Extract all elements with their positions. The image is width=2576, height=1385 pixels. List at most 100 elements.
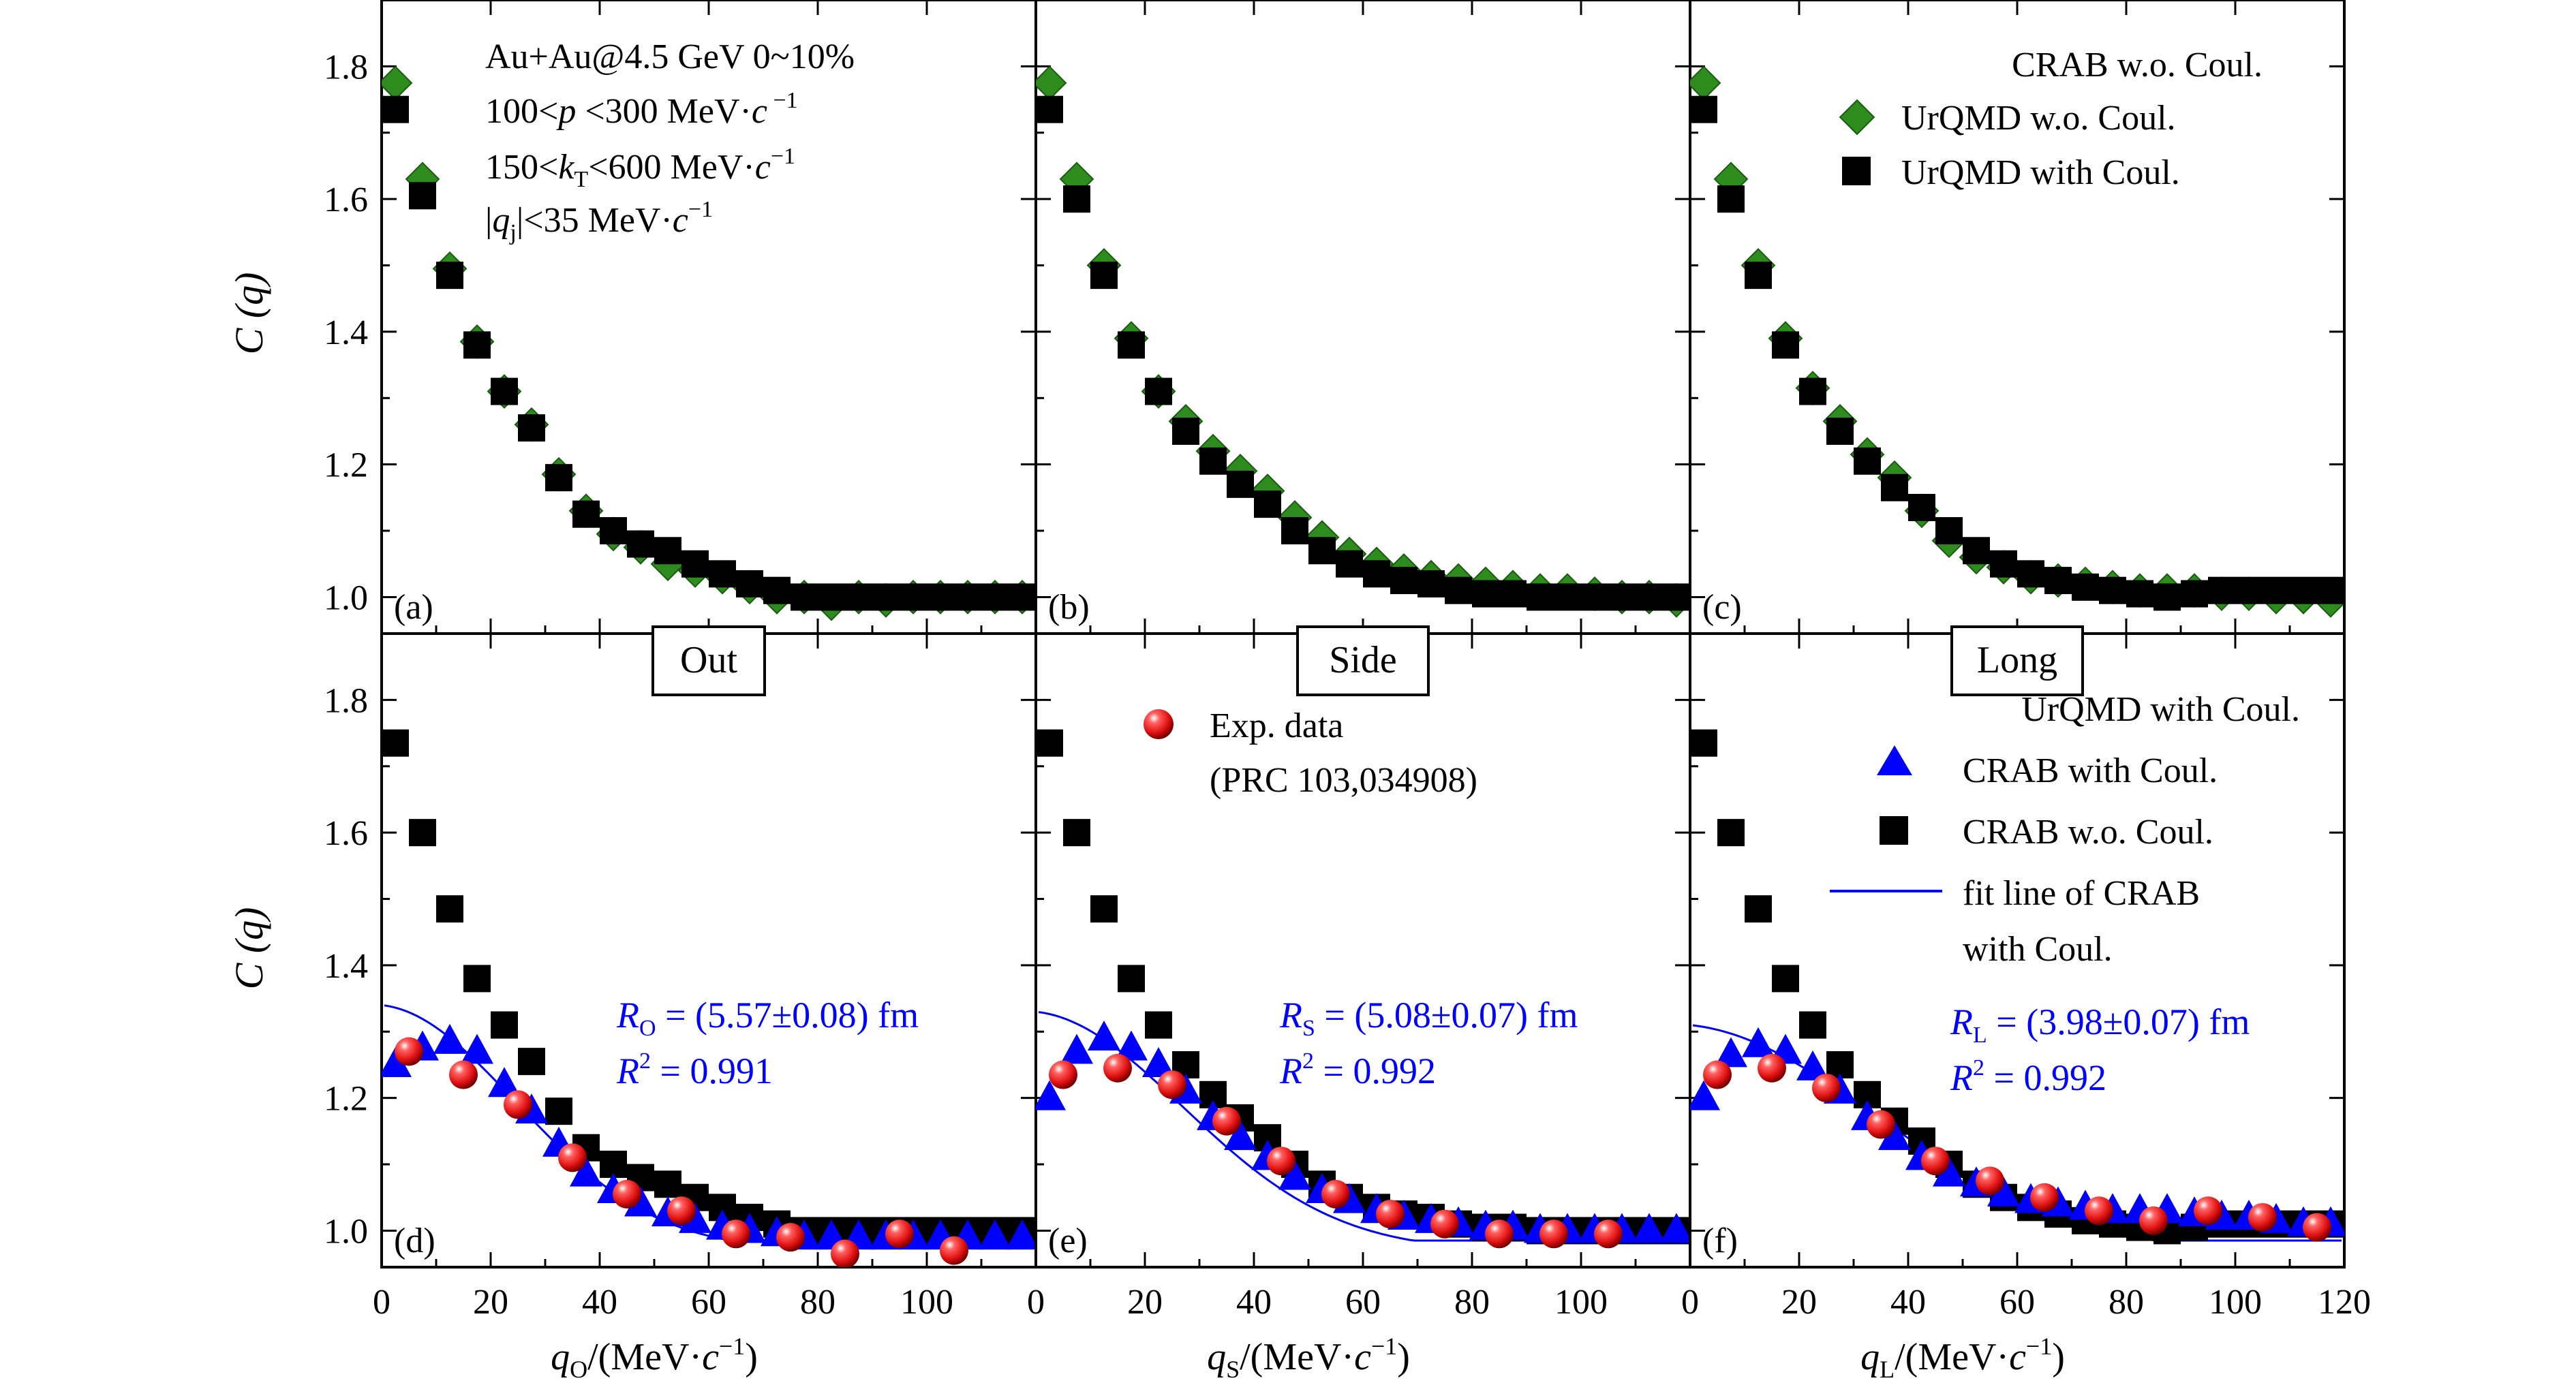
marker-triangle bbox=[1036, 1080, 1066, 1110]
marker-square bbox=[2208, 576, 2235, 604]
marker-triangle bbox=[1224, 1120, 1257, 1151]
marker-square bbox=[2072, 573, 2099, 601]
plot-area-e bbox=[1036, 729, 1690, 1249]
marker-square bbox=[791, 583, 818, 611]
marker-square bbox=[463, 965, 491, 993]
marker-square bbox=[2317, 576, 2344, 604]
marker-triangle bbox=[1690, 1080, 1720, 1110]
marker-square bbox=[1717, 819, 1745, 847]
marker-square bbox=[1745, 262, 1772, 290]
marker-triangle bbox=[679, 1202, 711, 1233]
marker-sphere bbox=[1594, 1219, 1623, 1249]
marker-square bbox=[2099, 576, 2126, 604]
marker-sphere bbox=[1376, 1200, 1405, 1229]
marker-square bbox=[654, 1170, 681, 1198]
marker-triangle bbox=[624, 1186, 657, 1217]
x-tick-label: 20 bbox=[473, 1283, 508, 1322]
marker-triangle bbox=[1006, 1219, 1036, 1250]
marker-square bbox=[2153, 583, 2181, 611]
marker-sphere bbox=[722, 1219, 750, 1249]
marker-square bbox=[845, 583, 872, 611]
marker-square bbox=[2235, 576, 2263, 604]
fit-r2-out: R2 = 0.991 bbox=[616, 1048, 773, 1091]
x-tick-label: 0 bbox=[1027, 1283, 1045, 1322]
marker-square bbox=[1336, 550, 1363, 578]
marker-square bbox=[2126, 580, 2153, 608]
panel-frame bbox=[380, 632, 1037, 1269]
panel-f: 0 20 40 60 80 100 120 (f) Long bbox=[1681, 625, 2371, 1322]
panel-a: 1.0 1.2 1.4 1.6 1.8 (a) bbox=[324, 0, 1037, 635]
y-tick-label: 1.6 bbox=[324, 814, 368, 853]
marker-sphere bbox=[449, 1060, 478, 1089]
marker-square bbox=[1308, 537, 1336, 565]
x-axis-title-side: qS/(MeV·c−1) bbox=[1207, 1333, 1410, 1383]
panel-frame bbox=[1034, 632, 1691, 1269]
top-legend-square-marker bbox=[1842, 157, 1871, 185]
marker-square bbox=[463, 331, 491, 359]
exp-legend-line1: Exp. data bbox=[1210, 706, 1343, 745]
marker-square bbox=[1145, 1011, 1172, 1039]
marker-square bbox=[572, 500, 600, 528]
fit-radius-long: RL = (3.98±0.07) fm bbox=[1950, 1001, 2250, 1048]
panel-label-e: (e) bbox=[1048, 1221, 1088, 1260]
marker-square bbox=[1199, 447, 1227, 475]
marker-triangle bbox=[1278, 1160, 1311, 1190]
x-tick-label: 60 bbox=[691, 1283, 726, 1322]
top-legend-urqmd-with: UrQMD with Coul. bbox=[1901, 153, 2180, 192]
marker-triangle bbox=[433, 1023, 466, 1054]
marker-square bbox=[1690, 95, 1717, 123]
x-axis-title-out: qO/(MeV·c−1) bbox=[551, 1333, 758, 1383]
x-tick-label: 40 bbox=[1890, 1283, 1926, 1322]
x-tick-label: 20 bbox=[1781, 1283, 1817, 1322]
marker-sphere bbox=[1321, 1179, 1350, 1209]
marker-sphere bbox=[885, 1219, 914, 1249]
marker-square bbox=[1963, 537, 1990, 565]
plot-area-f bbox=[1690, 729, 2344, 1245]
marker-square bbox=[1090, 895, 1118, 923]
marker-square bbox=[954, 583, 981, 611]
marker-triangle bbox=[1742, 1027, 1775, 1057]
y-tick-label: 1.2 bbox=[324, 446, 368, 485]
x-tick-label: 100 bbox=[1554, 1283, 1608, 1322]
marker-square bbox=[1663, 583, 1690, 611]
marker-square bbox=[1472, 580, 1499, 608]
marker-square bbox=[2290, 576, 2317, 604]
marker-sphere bbox=[1430, 1209, 1459, 1239]
top-legend-diamond-marker bbox=[1839, 99, 1875, 136]
marker-square bbox=[436, 895, 463, 923]
marker-square bbox=[1172, 417, 1199, 445]
marker-triangle bbox=[1933, 1156, 1965, 1187]
marker-square bbox=[545, 1098, 572, 1125]
marker-square bbox=[436, 262, 463, 290]
collision-annotation: Au+Au@4.5 GeV 0~10% 100<p <300 MeV·c −1 … bbox=[485, 37, 855, 245]
marker-square bbox=[409, 182, 436, 210]
marker-square bbox=[1090, 262, 1118, 290]
marker-square bbox=[1799, 377, 1826, 405]
marker-square bbox=[1063, 185, 1090, 213]
marker-sphere bbox=[1267, 1147, 1295, 1176]
marker-square bbox=[1990, 550, 2017, 578]
panels-layer: 1.0 1.2 1.4 1.6 1.8 (a) (b) (c) 1.0 1.2 1.4 1.6 1.8 0… bbox=[324, 0, 2371, 1322]
marker-square bbox=[1417, 570, 1445, 597]
x-tick-label: 40 bbox=[582, 1283, 617, 1322]
marker-square bbox=[1799, 1011, 1826, 1039]
marker-square bbox=[1881, 473, 1908, 501]
marker-square bbox=[1390, 567, 1417, 595]
marker-square bbox=[2017, 560, 2044, 588]
marker-diamond bbox=[1690, 65, 1721, 101]
marker-square bbox=[1009, 583, 1036, 611]
marker-square bbox=[382, 95, 409, 123]
marker-square bbox=[1908, 493, 1935, 521]
y-tick-label: 1.8 bbox=[324, 48, 368, 87]
marker-square bbox=[627, 530, 654, 558]
marker-sphere bbox=[613, 1179, 641, 1209]
marker-square bbox=[654, 537, 681, 565]
marker-square bbox=[927, 583, 954, 611]
marker-diamond bbox=[382, 65, 413, 101]
top-legend: CRAB w.o. Coul. UrQMD w.o. Coul. UrQMD w… bbox=[1839, 46, 2263, 192]
y-tick-label: 1.0 bbox=[324, 578, 368, 617]
marker-square bbox=[900, 583, 927, 611]
marker-triangle bbox=[1796, 1050, 1829, 1080]
marker-square bbox=[1935, 517, 1963, 545]
marker-sphere bbox=[667, 1196, 696, 1226]
